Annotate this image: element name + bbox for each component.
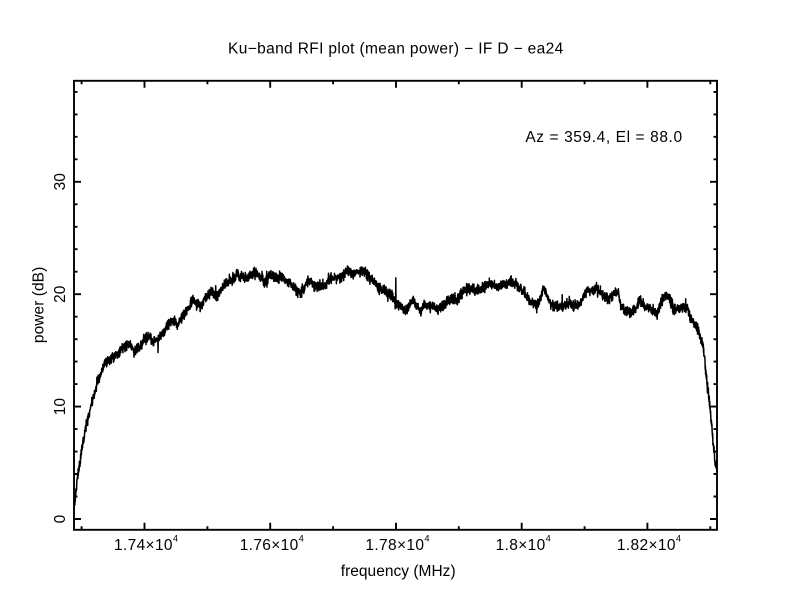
svg-text:Ku−band RFI plot (mean power): Ku−band RFI plot (mean power) − IF D − e… — [228, 40, 564, 57]
svg-text:Az = 359.4, El = 88.0: Az = 359.4, El = 88.0 — [525, 129, 682, 146]
svg-text:10: 10 — [52, 398, 69, 416]
svg-text:30: 30 — [52, 173, 69, 191]
svg-text:0: 0 — [52, 514, 69, 523]
svg-text:20: 20 — [52, 285, 69, 303]
svg-text:1.76×104: 1.76×104 — [240, 533, 304, 554]
svg-text:power (dB): power (dB) — [31, 267, 48, 343]
svg-text:1.82×104: 1.82×104 — [617, 533, 681, 554]
svg-text:1.74×104: 1.74×104 — [114, 533, 178, 554]
svg-text:1.8×104: 1.8×104 — [496, 533, 551, 554]
svg-text:frequency (MHz): frequency (MHz) — [341, 563, 456, 580]
svg-text:1.78×104: 1.78×104 — [365, 533, 429, 554]
